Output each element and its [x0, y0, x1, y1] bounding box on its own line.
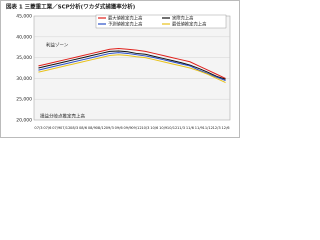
x-tick-label: 08/3	[70, 126, 78, 130]
series-line	[38, 52, 226, 81]
y-tick-label: 40,000	[16, 34, 32, 40]
chart: 図表 1 三菱重工業／SCP分析(ワカダ式捕獲率分析) 20,000 25,000…	[0, 0, 240, 138]
x-tick-label: 10/6	[150, 126, 159, 130]
chart-title: 図表 1 三菱重工業／SCP分析(ワカダ式捕獲率分析)	[6, 3, 136, 11]
x-tick-label: 09/3	[106, 126, 114, 130]
y-tick-label: 45,000	[16, 14, 32, 20]
x-tick-label: 08/12	[96, 126, 106, 130]
x-tick-label: 12/3	[213, 126, 221, 130]
series-line	[38, 47, 226, 79]
legend-label: 予測値推定売上高	[108, 21, 143, 28]
x-tick-label: 11/12	[203, 126, 213, 130]
x-tick-label: 08/6	[79, 126, 88, 130]
y-tick-label: 20,000	[16, 118, 32, 124]
x-tick-label: 12/6	[222, 126, 231, 130]
x-tick-label: 09/9	[124, 126, 133, 130]
y-tick-label: 25,000	[16, 97, 32, 103]
annotation: 利益ゾーン	[46, 42, 69, 49]
x-tick-label: 11/9	[195, 126, 204, 130]
x-tick-label: 07/9	[52, 126, 61, 130]
plot-area	[33, 15, 231, 121]
legend-label: 最低値推定売上高	[172, 21, 207, 28]
x-tick-label: 10/3	[141, 126, 149, 130]
x-tick-label: 10/9	[159, 126, 168, 130]
x-tick-label: 11/3	[177, 126, 185, 130]
legend-label: 最大値推定売上高	[108, 15, 143, 22]
legend-label: 実際売上高	[172, 15, 194, 22]
x-tick-label: 09/12	[131, 126, 141, 130]
x-tick-label: 07/3	[34, 126, 42, 130]
x-tick-label: 11/6	[186, 126, 195, 130]
series-line	[38, 54, 226, 84]
x-tick-label: 07/12	[60, 126, 70, 130]
x-tick-label: 10/12	[167, 126, 177, 130]
x-tick-label: 08/9	[88, 126, 97, 130]
x-tick-label: 09/6	[115, 126, 124, 130]
y-tick-label: 30,000	[16, 76, 32, 82]
annotation: 損益分岐点推定売上高	[40, 113, 85, 120]
y-tick-label: 35,000	[16, 55, 32, 61]
legend-box	[95, 14, 227, 29]
series-line	[38, 50, 226, 80]
x-tick-label: 07/6	[43, 126, 52, 130]
